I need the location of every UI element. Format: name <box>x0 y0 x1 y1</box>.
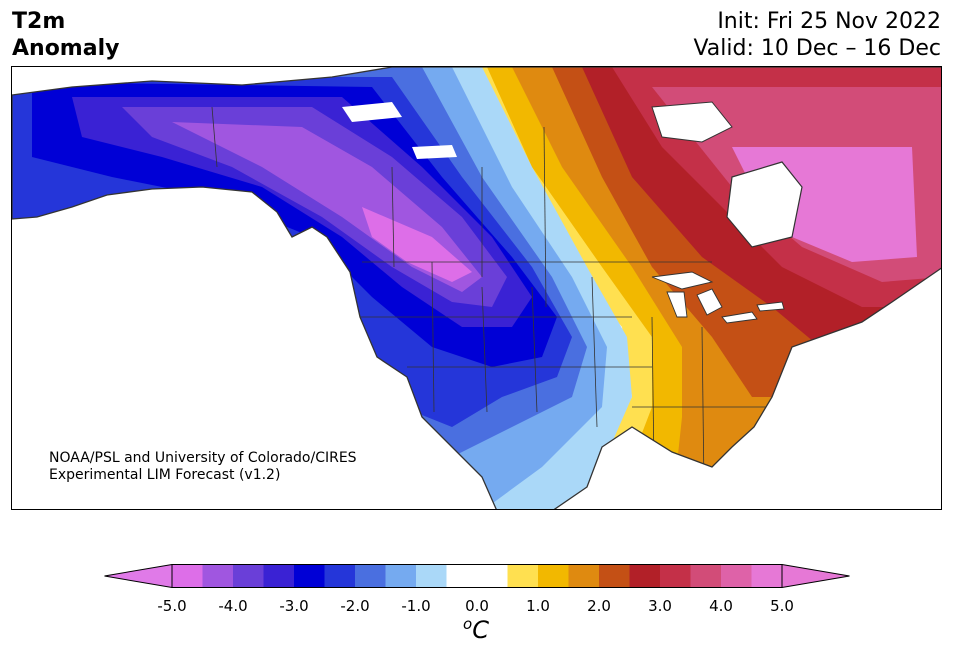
colorbar-under-arrow <box>104 564 173 588</box>
colorbar-bin <box>294 564 325 588</box>
colorbar-bin <box>385 564 417 588</box>
colorbar-bin <box>172 564 203 588</box>
colorbar-over-arrow <box>781 564 850 588</box>
credit-line-1: NOAA/PSL and University of Colorado/CIRE… <box>49 450 357 466</box>
colorbar-unit: oC <box>463 615 489 644</box>
colorbar-tick-label: 4.0 <box>709 597 733 615</box>
credit-text: NOAA/PSL and University of Colorado/CIRE… <box>49 450 357 484</box>
coastline <box>12 67 941 509</box>
map-title: T2m Anomaly <box>12 8 119 62</box>
valid-dates: Valid: 10 Dec – 16 Dec <box>693 36 941 61</box>
colorbar-tick-label: -3.0 <box>279 597 309 615</box>
unit-degree: o <box>463 615 473 633</box>
colorbar-bin <box>477 564 508 588</box>
colorbar-tick-label: -4.0 <box>218 597 248 615</box>
colorbar-bin <box>751 564 783 588</box>
colorbar-bin <box>416 564 447 588</box>
colorbar-bin <box>446 564 478 588</box>
colorbar-bin <box>599 564 630 588</box>
title-kind: Anomaly <box>12 36 120 61</box>
anomaly-map <box>11 66 942 510</box>
colorbar-bin <box>629 564 661 588</box>
colorbar <box>104 564 850 588</box>
colorbar-ticks: -5.0 -4.0 -3.0 -2.0 -1.0 0.0 1.0 2.0 3.0 4.0 5.0 <box>0 597 953 617</box>
colorbar-bin <box>507 564 539 588</box>
temperature-field <box>12 67 941 509</box>
colorbar-bin <box>721 564 752 588</box>
colorbar-bin <box>324 564 356 588</box>
colorbar-bin <box>202 564 234 588</box>
colorbar-bin <box>660 564 691 588</box>
colorbar-tick-label: 3.0 <box>648 597 672 615</box>
lake-great-bear <box>342 102 402 122</box>
arctic-island <box>651 101 733 143</box>
unit-letter: C <box>472 616 489 644</box>
forecast-dates: Init: Fri 25 Nov 2022 Valid: 10 Dec – 16… <box>693 8 941 62</box>
colorbar-bin <box>568 564 600 588</box>
init-date: Init: Fri 25 Nov 2022 <box>717 9 941 34</box>
colorbar-tick-label: 5.0 <box>770 597 794 615</box>
colorbar-tick-label: 2.0 <box>587 597 611 615</box>
colorbar-tick-label: 1.0 <box>526 597 550 615</box>
colorbar-bin <box>233 564 264 588</box>
title-variable: T2m <box>12 9 66 34</box>
hudson-bay <box>726 161 803 248</box>
colorbar-tick-label: -1.0 <box>401 597 431 615</box>
colorbar-tick-label: -2.0 <box>340 597 370 615</box>
colorbar-bin <box>263 564 295 588</box>
colorbar-tick-label: 0.0 <box>465 597 489 615</box>
colorbar-outline <box>171 564 783 588</box>
colorbar-bin <box>538 564 569 588</box>
map-canvas <box>12 67 941 509</box>
colorbar-tick-label: -5.0 <box>157 597 187 615</box>
colorbar-bin <box>355 564 386 588</box>
colorbar-bin <box>690 564 722 588</box>
lake-great-slave <box>412 145 457 159</box>
great-lakes <box>651 271 785 324</box>
credit-line-2: Experimental LIM Forecast (v1.2) <box>49 467 281 483</box>
